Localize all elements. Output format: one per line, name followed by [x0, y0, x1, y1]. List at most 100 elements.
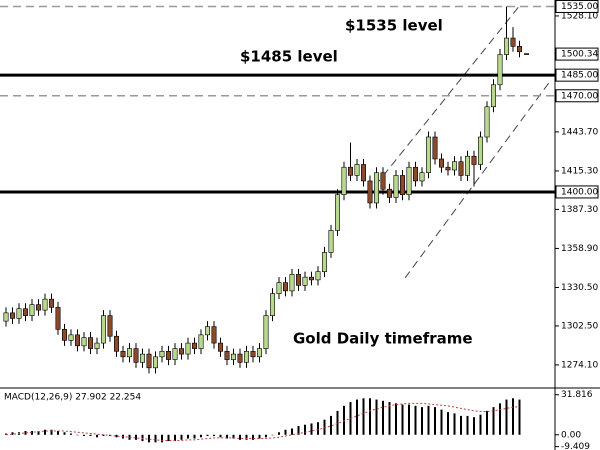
y-tick-label: 0.00 [561, 430, 581, 440]
macd-bar [161, 434, 163, 443]
level-label-box [555, 0, 599, 13]
candle-body [81, 337, 87, 347]
candle-body [10, 312, 16, 319]
macd-bar [148, 434, 150, 443]
macd-bar [102, 434, 105, 437]
macd-bar [200, 434, 202, 438]
candle-body [205, 326, 211, 336]
macd-bar [512, 398, 514, 435]
macd-bar [362, 398, 365, 435]
macd-bar [193, 434, 196, 439]
annotation: $1535 level [345, 17, 443, 35]
macd-bar [258, 434, 261, 439]
candle-body [308, 276, 314, 281]
candle-body [211, 326, 217, 344]
candle-body [140, 353, 146, 363]
candle-body [127, 348, 133, 358]
macd-bar [24, 431, 27, 435]
macd-bar [226, 434, 228, 439]
macd-bar [187, 434, 189, 439]
y-tick-label: 1443.70 [561, 127, 598, 137]
candle-body [406, 166, 412, 195]
candle-body [360, 164, 366, 182]
macd-bar [284, 429, 287, 435]
y-tick-label: 1415.30 [561, 166, 598, 176]
candle-body [451, 161, 457, 171]
candle-body [88, 337, 94, 349]
candle-body [425, 136, 431, 174]
macd-bar [473, 417, 475, 435]
panel-title: MACD(12,26,9) 27.902 22.254 [4, 393, 141, 403]
y-tick-label: 1330.50 [561, 283, 598, 293]
macd-bar [453, 413, 456, 435]
candle-body [471, 155, 477, 165]
macd-bar [44, 429, 46, 435]
candle-body [516, 46, 522, 53]
macd-bar [421, 407, 423, 435]
candle-body [3, 312, 9, 322]
candle-body [419, 172, 425, 182]
candle-body [237, 353, 243, 363]
candle-body [412, 166, 418, 182]
macd-bar [505, 399, 508, 435]
candle-body [172, 348, 178, 360]
candle-body [321, 252, 327, 272]
macd-bar [323, 419, 326, 435]
candle-body [484, 106, 490, 138]
macd-bar [518, 399, 521, 435]
y-tick-label: 31.816 [561, 390, 593, 400]
candle-body [334, 194, 340, 231]
candle-body [29, 304, 35, 316]
macd-bar [382, 400, 384, 435]
candle-body [192, 342, 198, 349]
macd-bar [37, 431, 40, 435]
macd-bar [369, 398, 371, 435]
candle-body [393, 175, 399, 198]
macd-bar [317, 422, 319, 435]
candle-body [42, 298, 48, 311]
macd-bar [115, 434, 118, 438]
level-label-box [555, 68, 599, 82]
macd-bar [167, 434, 170, 442]
candle-body [166, 351, 172, 360]
macd-bar [252, 434, 254, 440]
candle-body [354, 164, 360, 176]
macd-bar [57, 431, 59, 435]
macd-bar [5, 433, 7, 435]
candle-body [133, 348, 139, 363]
candle-body [289, 274, 295, 292]
macd-bar [408, 404, 410, 435]
macd-bar [206, 434, 209, 437]
channel-lower [404, 79, 552, 279]
macd-bar [297, 425, 300, 435]
level-label: 1470.00 [561, 91, 598, 101]
candle-body [35, 304, 41, 311]
candle-body [146, 353, 152, 369]
macd-bar [31, 431, 33, 435]
macd-bar [219, 434, 222, 438]
candle-body [185, 342, 191, 355]
level-label: 1400.00 [561, 187, 598, 197]
candle-body [490, 84, 496, 108]
macd-bar [460, 415, 462, 435]
macd-bar [76, 434, 79, 436]
macd-bar [213, 434, 215, 437]
candle-body [503, 37, 509, 55]
y-tick-label: 1302.50 [561, 321, 598, 331]
candle-body [101, 315, 107, 344]
candle-body [94, 342, 100, 349]
macd-bar [278, 432, 280, 435]
macd-bar [89, 434, 92, 437]
candle-body [263, 315, 269, 349]
candle-body [438, 158, 444, 168]
macd-bar [440, 409, 443, 435]
macd-bar [499, 403, 501, 435]
candle-body [16, 308, 22, 319]
macd-bar [486, 410, 488, 435]
candle-body [432, 136, 438, 160]
candle-body [328, 230, 334, 253]
candle-body [256, 348, 262, 358]
annotation: $1485 level [240, 48, 338, 66]
